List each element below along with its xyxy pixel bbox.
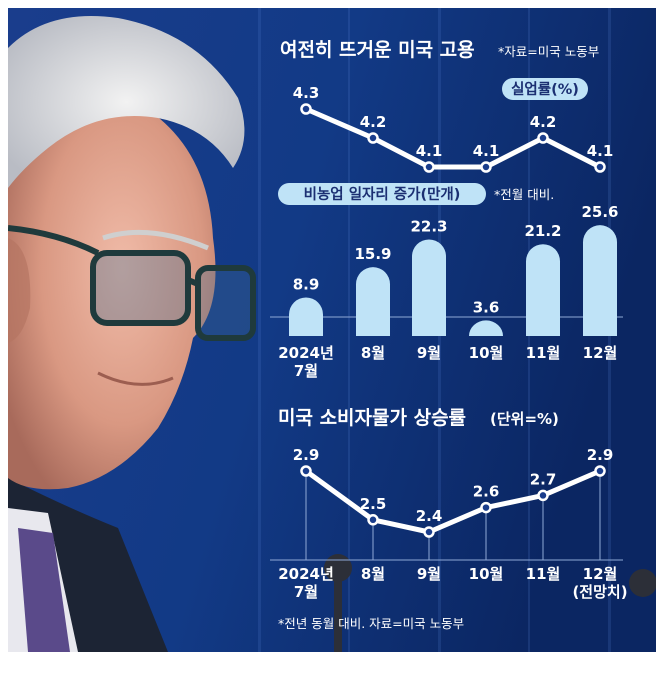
payroll-value-label: 21.2 — [524, 222, 561, 240]
payroll-tick-label: 7월 — [294, 362, 318, 380]
cpi-value-label: 2.9 — [293, 446, 320, 464]
chart-overlay: 여전히 뜨거운 미국 고용 *자료=미국 노동부 실업률(%) 4.3 4.2 4.… — [270, 39, 628, 631]
glasses-shape — [8, 225, 256, 341]
payroll-tick-label: 9월 — [417, 344, 441, 362]
tie-shape — [18, 528, 70, 652]
unemployment-chart: 실업률(%) 4.3 4.2 4.1 4.1 4.2 4.1 — [293, 78, 614, 173]
payroll-value-label: 15.9 — [354, 245, 391, 263]
cpi-title: 미국 소비자물가 상승률 — [278, 407, 466, 429]
payroll-bar — [356, 267, 390, 336]
unemployment-value-label: 4.1 — [587, 142, 614, 160]
cpi-footnote: *전년 동월 대비. 자료=미국 노동부 — [278, 616, 464, 631]
hair-shape — [8, 16, 245, 188]
cpi-value-label: 2.6 — [473, 483, 500, 501]
payroll-tick-label: 2024년 — [278, 344, 334, 362]
payroll-tick-label: 11월 — [526, 344, 561, 362]
cpi-tick-label: 10월 — [469, 565, 504, 583]
unemployment-title: 실업률(%) — [511, 81, 579, 98]
cpi-value-label: 2.9 — [587, 446, 614, 464]
payroll-value-label: 8.9 — [293, 275, 320, 293]
face-shape — [8, 86, 216, 490]
unemployment-point — [537, 132, 549, 144]
payroll-bar — [526, 244, 560, 336]
cpi-point — [423, 526, 435, 538]
source-note: *자료=미국 노동부 — [498, 44, 599, 59]
cpi-value-label: 2.7 — [530, 470, 557, 488]
payroll-note: *전월 대비. — [494, 187, 554, 202]
unemployment-line — [305, 106, 602, 170]
payroll-value-label: 3.6 — [473, 298, 500, 316]
payroll-tick-label: 12월 — [583, 344, 618, 362]
main-title: 여전히 뜨거운 미국 고용 — [280, 39, 475, 61]
payroll-value-label: 25.6 — [581, 203, 618, 221]
cpi-tick-label: 7월 — [294, 583, 318, 601]
unemployment-value-label: 4.1 — [473, 142, 500, 160]
payroll-value-label: 22.3 — [410, 217, 447, 235]
payroll-bar — [469, 320, 503, 336]
cpi-value-label: 2.5 — [360, 495, 387, 513]
cpi-tick-label: 8월 — [361, 565, 385, 583]
unemployment-point — [300, 103, 312, 115]
cpi-line — [304, 468, 601, 535]
payroll-tick-label: 8월 — [361, 344, 385, 362]
cpi-point — [594, 465, 606, 477]
cpi-value-label: 2.4 — [416, 507, 443, 525]
unemployment-value-label: 4.1 — [416, 142, 443, 160]
cpi-tick-label: 9월 — [417, 565, 441, 583]
payroll-pill — [278, 183, 486, 205]
cpi-tick-label: 11월 — [526, 565, 561, 583]
cpi-point — [367, 514, 379, 526]
unemployment-point — [480, 161, 492, 173]
cpi-point — [480, 501, 492, 514]
unemployment-value-label: 4.2 — [530, 113, 557, 131]
cpi-tick-label: 12월 — [583, 565, 618, 583]
cpi-tick-label: (전망치) — [572, 583, 627, 601]
unemployment-value-label: 4.2 — [360, 113, 387, 131]
payroll-tick-label: 10월 — [469, 344, 504, 362]
unemployment-point — [423, 161, 435, 173]
payroll-bar — [289, 297, 323, 336]
unemployment-point — [594, 161, 606, 173]
payroll-bar — [583, 225, 617, 336]
cpi-unit: (단위=%) — [490, 410, 559, 428]
payroll-bar — [412, 239, 446, 336]
infographic: 여전히 뜨거운 미국 고용 *자료=미국 노동부 실업률(%) 4.3 4.2 4.… — [8, 8, 656, 652]
unemployment-point — [367, 132, 379, 144]
unemployment-value-label: 4.3 — [293, 84, 320, 102]
unemployment-pill — [502, 78, 588, 100]
cpi-chart: 미국 소비자물가 상승률 (단위=%) 2.9 2.5 2.4 2.6 2.7 2.9 20… — [270, 407, 628, 631]
payroll-title: 비농업 일자리 증가(만개) — [304, 186, 461, 203]
cpi-point — [300, 465, 312, 477]
cpi-tick-label: 2024년 — [278, 565, 334, 583]
cpi-point — [537, 489, 549, 502]
payroll-chart: 비농업 일자리 증가(만개) *전월 대비. 8.9 15.9 22.3 3.6 21.… — [270, 183, 623, 380]
